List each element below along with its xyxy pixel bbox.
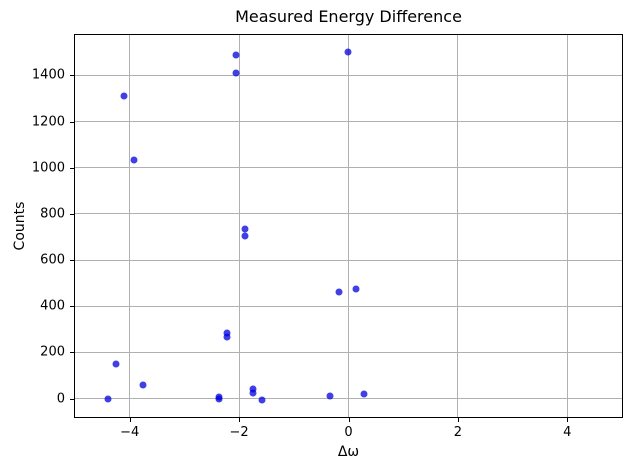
x-axis-label: Δω: [337, 444, 360, 460]
y-tick-label: 0: [56, 391, 65, 407]
y-tick-mark: [70, 352, 74, 354]
data-point: [223, 329, 231, 337]
data-point: [223, 333, 231, 341]
y-tick-label: 400: [40, 298, 65, 314]
y-tick-mark: [70, 167, 74, 169]
x-tick-label: 4: [563, 425, 572, 440]
y-tick-label: 1000: [31, 160, 65, 176]
y-tick-label: 1200: [31, 114, 65, 130]
y-gridline: [75, 351, 622, 353]
x-gridline: [457, 35, 459, 417]
y-tick-mark: [70, 75, 74, 77]
chart-title: Measured Energy Difference: [235, 7, 462, 26]
x-tick-label: 0: [344, 425, 353, 440]
x-gridline: [238, 35, 240, 417]
y-tick-mark: [70, 306, 74, 308]
y-gridline: [75, 213, 622, 215]
y-gridline: [75, 259, 622, 261]
y-tick-label: 200: [40, 344, 65, 360]
data-point: [130, 156, 138, 164]
data-point: [232, 51, 240, 59]
x-tick-mark: [567, 418, 569, 422]
y-gridline: [75, 305, 622, 307]
data-point: [249, 389, 257, 397]
x-tick-label: −4: [120, 425, 140, 440]
plot-area: −4 −2 0 2 4 0 200 400 600 800 1000 1200 1400: [32, 34, 623, 440]
x-tick-label: −2: [229, 425, 249, 440]
x-gridline: [348, 35, 349, 417]
data-point: [120, 92, 128, 100]
y-gridline: [75, 398, 622, 400]
y-tick-label: 1400: [31, 67, 65, 83]
y-tick-label: 600: [40, 252, 65, 268]
data-point: [112, 360, 120, 368]
y-tick-mark: [70, 260, 74, 262]
x-tick-mark: [129, 418, 131, 422]
data-point: [335, 288, 343, 296]
x-gridline: [129, 35, 131, 417]
y-tick-mark: [70, 213, 74, 215]
data-point: [258, 396, 266, 404]
x-tick-mark: [457, 418, 459, 422]
y-gridline: [75, 167, 622, 169]
y-axis-label: Counts: [12, 201, 28, 251]
x-tick-label: 2: [453, 425, 463, 440]
y-gridline: [75, 121, 622, 123]
y-tick-mark: [70, 398, 74, 400]
data-point: [232, 69, 240, 77]
data-point: [104, 395, 112, 403]
y-gridline: [75, 74, 622, 76]
data-point: [241, 225, 249, 233]
x-tick-mark: [348, 418, 350, 422]
data-point: [326, 392, 334, 400]
x-gridline: [566, 35, 568, 417]
data-point: [344, 48, 352, 56]
data-point: [249, 385, 257, 393]
x-tick-mark: [239, 418, 241, 422]
data-point: [215, 395, 223, 403]
data-point: [360, 390, 368, 398]
data-point: [139, 381, 147, 389]
data-point: [241, 232, 249, 240]
data-point: [352, 285, 360, 293]
y-tick-mark: [70, 121, 74, 123]
y-tick-label: 800: [40, 206, 65, 222]
